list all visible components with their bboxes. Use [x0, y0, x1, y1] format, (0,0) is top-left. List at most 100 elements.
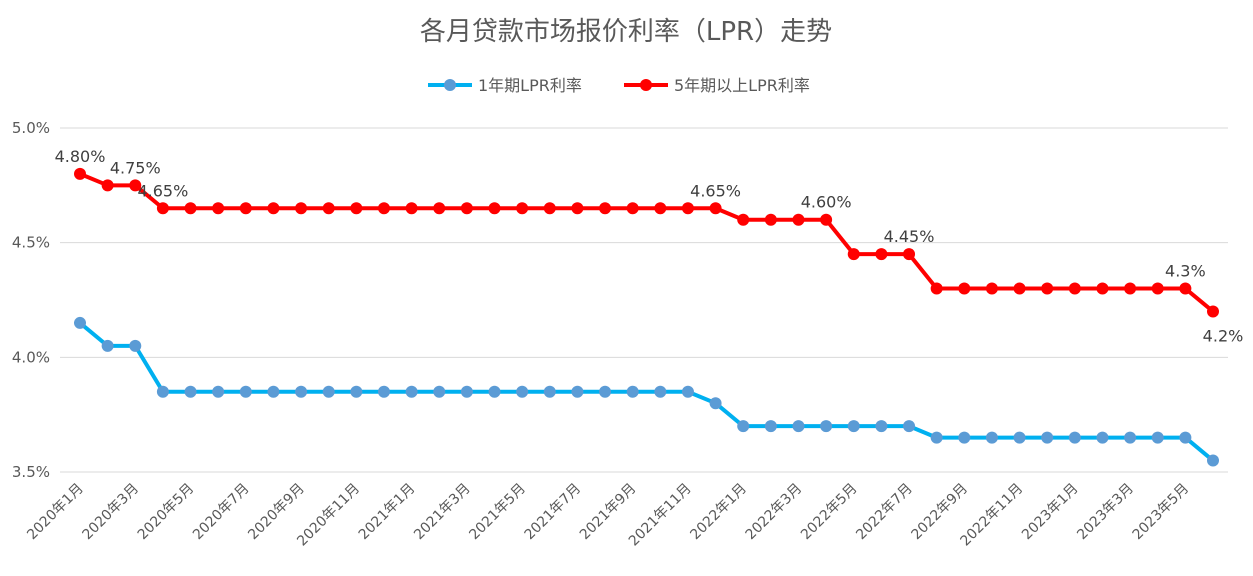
data-point[interactable] [377, 385, 390, 398]
chart-title: 各月贷款市场报价利率（LPR）走势 [420, 17, 832, 47]
data-point[interactable] [184, 385, 197, 398]
data-point[interactable] [1207, 454, 1219, 467]
data-point[interactable] [239, 385, 252, 398]
data-point[interactable] [1151, 282, 1164, 295]
x-tick-label: 2020年7月 [190, 481, 253, 544]
data-point[interactable] [1013, 431, 1026, 444]
data-point[interactable] [654, 202, 667, 215]
data-point[interactable] [1124, 282, 1137, 295]
data-point[interactable] [820, 420, 833, 433]
data-label: 4.80% [55, 147, 106, 166]
data-point[interactable] [377, 202, 390, 215]
data-point[interactable] [1068, 431, 1081, 444]
data-point[interactable] [460, 385, 473, 398]
data-point[interactable] [322, 202, 335, 215]
data-point[interactable] [322, 385, 335, 398]
data-point[interactable] [101, 179, 114, 192]
data-point[interactable] [156, 202, 169, 215]
data-point[interactable] [516, 202, 529, 215]
data-point[interactable] [875, 420, 888, 433]
data-point[interactable] [985, 431, 998, 444]
data-labels: 4.80%4.75% 4.65% 4.65% 4.60% 4.45% 4.3% 4.2% [55, 147, 1244, 346]
data-point[interactable] [350, 202, 363, 215]
legend-item-5y[interactable]: 5年期以上LPR利率 [624, 76, 810, 95]
data-point[interactable] [267, 385, 280, 398]
data-point[interactable] [543, 202, 556, 215]
data-point[interactable] [681, 202, 694, 215]
data-point[interactable] [709, 397, 722, 410]
data-label: 4.60% [801, 193, 852, 212]
data-point[interactable] [460, 202, 473, 215]
x-tick-label: 2020年1月 [24, 481, 87, 544]
data-point[interactable] [681, 385, 694, 398]
legend-item-1y[interactable]: 1年期LPR利率 [428, 76, 582, 95]
data-point[interactable] [1096, 431, 1109, 444]
data-point[interactable] [516, 385, 529, 398]
legend: 1年期LPR利率 5年期以上LPR利率 [428, 76, 810, 95]
data-point[interactable] [295, 385, 308, 398]
data-point[interactable] [543, 385, 556, 398]
data-point[interactable] [709, 202, 722, 215]
data-point[interactable] [958, 282, 971, 295]
data-point[interactable] [764, 213, 777, 226]
data-point[interactable] [433, 385, 446, 398]
data-point[interactable] [626, 385, 639, 398]
data-point[interactable] [350, 385, 363, 398]
data-point[interactable] [792, 213, 805, 226]
data-point[interactable] [1179, 282, 1192, 295]
data-point[interactable] [1096, 282, 1109, 295]
data-point[interactable] [74, 167, 86, 180]
data-point[interactable] [1124, 431, 1137, 444]
data-label: 4.2% [1203, 326, 1244, 345]
x-tick-label: 2022年7月 [853, 481, 916, 544]
data-point[interactable] [1179, 431, 1192, 444]
data-point[interactable] [101, 339, 114, 352]
data-point[interactable] [1041, 431, 1054, 444]
data-point[interactable] [212, 385, 225, 398]
data-point[interactable] [184, 202, 197, 215]
data-point[interactable] [571, 385, 584, 398]
data-point[interactable] [847, 420, 860, 433]
data-point[interactable] [626, 202, 639, 215]
data-point[interactable] [488, 385, 501, 398]
data-point[interactable] [1151, 431, 1164, 444]
data-point[interactable] [405, 202, 418, 215]
data-point[interactable] [239, 202, 252, 215]
data-point[interactable] [488, 202, 501, 215]
data-point[interactable] [737, 420, 750, 433]
data-point[interactable] [129, 179, 142, 192]
data-point[interactable] [599, 202, 612, 215]
data-point[interactable] [903, 248, 916, 261]
data-point[interactable] [1068, 282, 1081, 295]
data-point[interactable] [764, 420, 777, 433]
data-point[interactable] [405, 385, 418, 398]
data-point[interactable] [212, 202, 225, 215]
data-point[interactable] [1013, 282, 1026, 295]
legend-label-5y: 5年期以上LPR利率 [674, 76, 810, 95]
data-point[interactable] [792, 420, 805, 433]
gridlines [60, 127, 1228, 473]
data-point[interactable] [820, 213, 833, 226]
data-point[interactable] [875, 248, 888, 261]
data-point[interactable] [737, 213, 750, 226]
data-point[interactable] [1207, 305, 1219, 318]
data-point[interactable] [129, 339, 142, 352]
data-point[interactable] [930, 282, 943, 295]
data-point[interactable] [958, 431, 971, 444]
data-point[interactable] [930, 431, 943, 444]
data-point[interactable] [295, 202, 308, 215]
data-point[interactable] [654, 385, 667, 398]
data-point[interactable] [1041, 282, 1054, 295]
data-point[interactable] [267, 202, 280, 215]
data-point[interactable] [433, 202, 446, 215]
data-point[interactable] [74, 316, 86, 329]
data-point[interactable] [156, 385, 169, 398]
data-label: 4.65% [690, 181, 741, 200]
data-point[interactable] [571, 202, 584, 215]
data-point[interactable] [985, 282, 998, 295]
data-point[interactable] [903, 420, 916, 433]
x-tick-label: 2023年1月 [1019, 481, 1082, 544]
data-point[interactable] [599, 385, 612, 398]
data-point[interactable] [847, 248, 860, 261]
